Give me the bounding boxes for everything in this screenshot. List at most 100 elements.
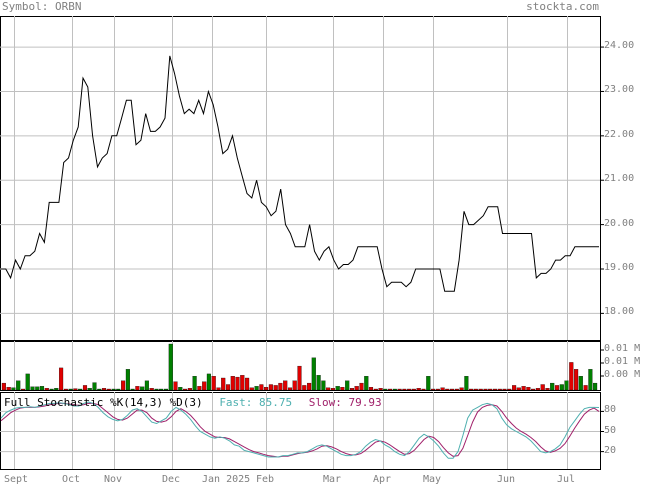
volume-bar bbox=[63, 388, 68, 391]
volume-bar bbox=[249, 387, 254, 391]
stochastic-title: Full Stochastic %K(14,3) %D(3) bbox=[4, 396, 203, 409]
volume-bar bbox=[59, 367, 64, 391]
volume-bar bbox=[421, 388, 426, 391]
volume-bar bbox=[569, 362, 574, 391]
volume-bar bbox=[1, 382, 6, 391]
x-tick-label: Jan 2025 bbox=[202, 474, 251, 485]
volume-bar bbox=[326, 387, 331, 391]
volume-bar bbox=[435, 388, 440, 391]
stochastic-tick-label: 20 bbox=[604, 444, 617, 456]
volume-bar bbox=[564, 380, 569, 391]
volume-bar bbox=[206, 373, 211, 391]
volume-bar bbox=[411, 388, 416, 391]
volume-bar bbox=[407, 388, 412, 391]
price-tick-label: 19.00 bbox=[604, 261, 635, 273]
volume-bar bbox=[302, 385, 307, 391]
volume-bar bbox=[483, 388, 488, 391]
site-name: stockta.com bbox=[526, 0, 599, 13]
volume-bar bbox=[583, 385, 588, 391]
volume-bar bbox=[416, 388, 421, 391]
x-tick-label: Mar bbox=[323, 474, 342, 485]
volume-bar bbox=[287, 387, 293, 391]
x-tick-label: May bbox=[423, 474, 442, 485]
volume-bar bbox=[459, 387, 464, 391]
x-tick-label: Nov bbox=[104, 474, 123, 485]
volume-bar bbox=[54, 388, 59, 391]
volume-bar bbox=[492, 388, 498, 391]
volume-bar bbox=[488, 388, 493, 391]
volume-bar bbox=[578, 376, 583, 391]
volume-bar bbox=[144, 380, 149, 391]
volume-bar bbox=[373, 388, 378, 391]
volume-bar bbox=[39, 386, 45, 391]
volume-tick-label: 0.00 M bbox=[604, 369, 641, 380]
volume-bar bbox=[101, 388, 107, 391]
volume-bar bbox=[521, 386, 526, 391]
volume-bar bbox=[135, 386, 140, 391]
volume-bar bbox=[450, 388, 455, 391]
volume-bar bbox=[378, 388, 383, 391]
volume-bar bbox=[464, 376, 469, 391]
volume-bar bbox=[130, 388, 135, 391]
volume-bar bbox=[512, 385, 517, 391]
volume-bar bbox=[168, 343, 173, 391]
volume-bar bbox=[392, 388, 397, 391]
volume-bar bbox=[68, 388, 73, 391]
volume-bar bbox=[559, 384, 564, 391]
volume-bar bbox=[230, 376, 235, 391]
volume-bar bbox=[340, 387, 345, 391]
volume-bar bbox=[359, 382, 364, 391]
volume-bar bbox=[554, 385, 560, 391]
volume-bar bbox=[25, 373, 30, 391]
x-tick-label: Jul bbox=[557, 474, 576, 485]
volume-bar bbox=[297, 365, 302, 391]
volume-bar bbox=[469, 388, 474, 391]
volume-bar bbox=[30, 386, 35, 391]
volume-bar bbox=[149, 388, 154, 391]
volume-bar bbox=[454, 388, 459, 391]
volume-bar bbox=[383, 388, 388, 391]
volume-bar bbox=[278, 382, 283, 391]
volume-bar bbox=[311, 357, 316, 391]
x-tick-label: Jun bbox=[497, 474, 516, 485]
volume-bar bbox=[173, 381, 178, 391]
volume-bar bbox=[121, 380, 126, 391]
volume-bar bbox=[211, 376, 216, 391]
volume-bar bbox=[354, 386, 359, 391]
volume-bar bbox=[268, 384, 273, 391]
volume-tick-label: 0.01 M bbox=[604, 356, 641, 367]
volume-bar bbox=[345, 380, 350, 391]
price-line bbox=[1, 55, 599, 292]
volume-bar bbox=[92, 382, 97, 391]
volume-bar bbox=[245, 377, 250, 391]
volume-bar bbox=[6, 387, 11, 391]
volume-bar bbox=[35, 386, 40, 391]
volume-panel-frame bbox=[0, 341, 601, 391]
volume-bar bbox=[111, 388, 116, 391]
volume-bar bbox=[397, 388, 402, 391]
volume-bar bbox=[154, 388, 159, 391]
x-tick-label: Dec bbox=[162, 474, 181, 485]
volume-bar bbox=[502, 388, 507, 391]
volume-bar bbox=[307, 382, 312, 391]
stochastic-fast-label: Fast: 85.75 bbox=[219, 396, 293, 409]
volume-bar bbox=[440, 387, 445, 391]
volume-bar bbox=[402, 388, 407, 391]
volume-bar bbox=[273, 385, 278, 391]
stochastic-header: Full Stochastic %K(14,3) %D(3) Fast: 85.… bbox=[4, 396, 382, 409]
volume-bar bbox=[540, 384, 545, 391]
volume-bar bbox=[235, 376, 240, 391]
volume-bar bbox=[97, 388, 102, 391]
stochastic-tick-label: 50 bbox=[604, 424, 617, 436]
price-tick-label: 23.00 bbox=[604, 84, 635, 96]
volume-bar bbox=[316, 375, 321, 391]
volume-bar bbox=[368, 387, 374, 391]
volume-bar bbox=[178, 387, 183, 391]
volume-bar bbox=[254, 386, 259, 391]
volume-bar bbox=[106, 388, 111, 391]
volume-bar bbox=[259, 384, 264, 391]
volume-bar bbox=[78, 388, 83, 391]
stochastic-fast-line bbox=[0, 401, 600, 459]
volume-bar bbox=[240, 375, 245, 391]
volume-bar bbox=[187, 388, 192, 391]
